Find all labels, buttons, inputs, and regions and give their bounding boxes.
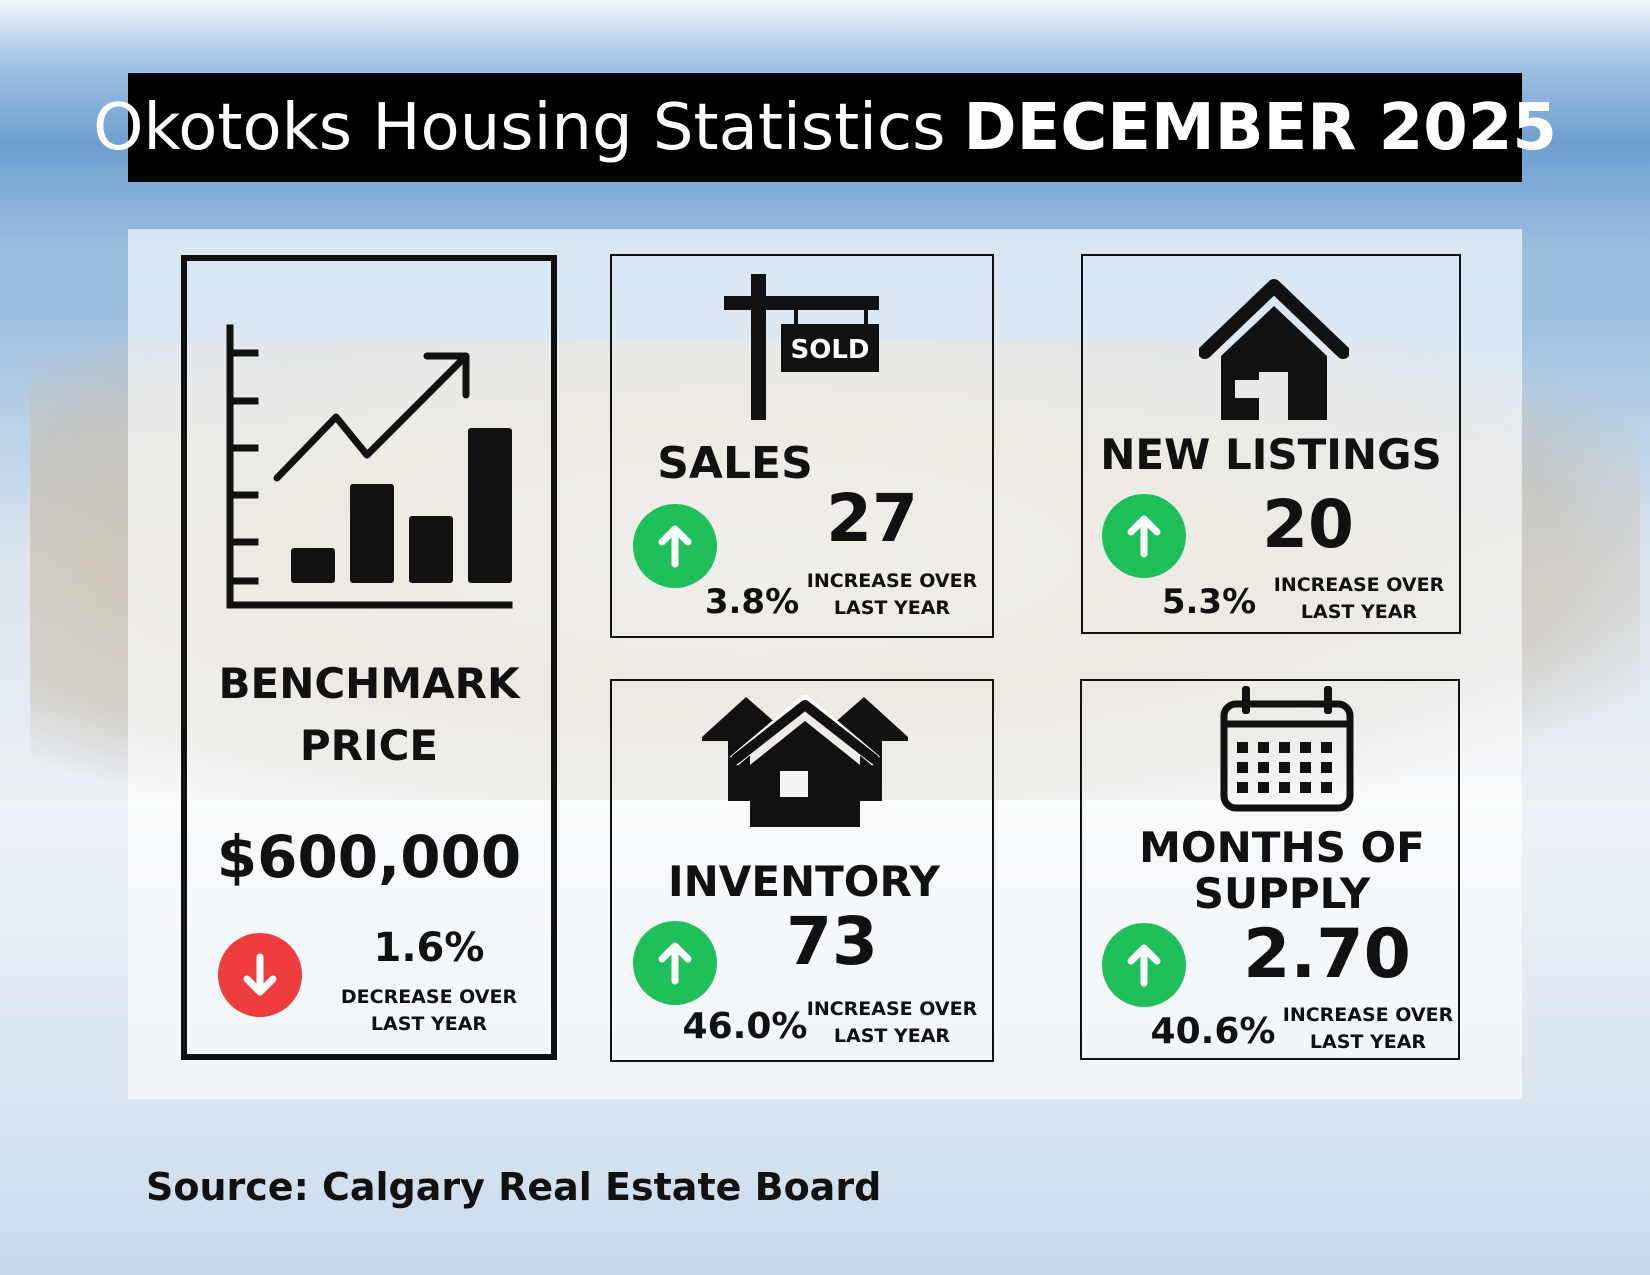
arrow-up-icon xyxy=(658,942,692,985)
new-listings-value: 20 xyxy=(1262,486,1354,563)
months-supply-note-line1: INCREASE OVER xyxy=(1282,1004,1454,1026)
down-arrow-badge xyxy=(218,933,302,1017)
source-credit: Source: Calgary Real Estate Board xyxy=(146,1165,882,1209)
up-arrow-badge-sales xyxy=(633,504,717,588)
months-supply-label-line2: SUPPLY xyxy=(1193,869,1371,918)
new-listings-note-line1: INCREASE OVER xyxy=(1273,574,1445,596)
months-supply-note-line2: LAST YEAR xyxy=(1309,1031,1427,1053)
up-arrow-badge-supply xyxy=(1102,923,1186,1007)
benchmark-value: $600,000 xyxy=(216,823,522,891)
sales-value: 27 xyxy=(826,480,918,557)
sales-label: SALES xyxy=(657,438,813,489)
sales-note-line1: INCREASE OVER xyxy=(806,570,978,592)
inventory-note-line1: INCREASE OVER xyxy=(806,998,978,1020)
benchmark-label-line2: PRICE xyxy=(299,721,439,770)
months-supply-value: 2.70 xyxy=(1243,915,1411,994)
new-listings-card: NEW LISTINGS 20 5.3% INCREASE OVER LAST … xyxy=(1081,254,1461,634)
inventory-card: INVENTORY 73 46.0% INCREASE OVER LAST YE… xyxy=(610,679,994,1062)
arrow-down-icon xyxy=(243,953,277,996)
new-listings-label: NEW LISTINGS xyxy=(1100,430,1442,479)
house-icon xyxy=(1199,279,1349,420)
benchmark-note-line1: DECREASE OVER xyxy=(340,986,518,1008)
benchmark-card: BENCHMARK PRICE $600,000 1.6% DECREASE O… xyxy=(181,255,557,1060)
inventory-change: 46.0% xyxy=(682,1006,808,1047)
arrow-up-icon xyxy=(1127,515,1161,558)
benchmark-label-line1: BENCHMARK xyxy=(218,659,520,708)
arrow-up-icon xyxy=(658,525,692,568)
up-arrow-badge-listings xyxy=(1102,494,1186,578)
months-supply-change: 40.6% xyxy=(1150,1011,1276,1052)
new-listings-note-line2: LAST YEAR xyxy=(1300,601,1418,623)
bar-chart-growth-icon xyxy=(226,324,513,609)
months-supply-card: MONTHS OF SUPPLY 2.70 40.6% INCREASE OVE… xyxy=(1080,679,1460,1060)
months-supply-label-line1: MONTHS OF xyxy=(1139,823,1425,872)
inventory-value: 73 xyxy=(786,903,878,980)
sold-sign-icon: SOLD xyxy=(724,274,879,420)
new-listings-change: 5.3% xyxy=(1161,582,1257,622)
benchmark-change: 1.6% xyxy=(373,925,485,971)
title-bold: DECEMBER 2025 xyxy=(963,90,1557,165)
inventory-note-line2: LAST YEAR xyxy=(833,1025,951,1047)
calendar-icon xyxy=(1220,686,1354,812)
houses-icon xyxy=(702,695,908,827)
sales-card: SOLD SALES 27 3.8% INCREASE OVER LAST YE… xyxy=(610,254,994,638)
up-arrow-badge-inventory xyxy=(633,921,717,1005)
sold-sign-text: SOLD xyxy=(791,335,870,365)
title-bar: Okotoks Housing Statistics DECEMBER 2025 xyxy=(93,73,1557,182)
arrow-up-icon xyxy=(1127,944,1161,987)
sales-change: 3.8% xyxy=(704,582,800,622)
sales-note-line2: LAST YEAR xyxy=(833,597,951,619)
title-regular: Okotoks Housing Statistics xyxy=(93,90,946,165)
inventory-label: INVENTORY xyxy=(668,857,940,906)
benchmark-note-line2: LAST YEAR xyxy=(370,1013,488,1035)
